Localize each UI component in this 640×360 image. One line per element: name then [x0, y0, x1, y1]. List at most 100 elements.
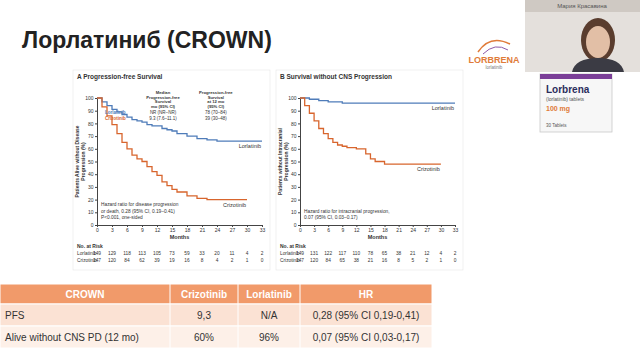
annotation: 0.07 (95% CI, 0.03–0.17): [304, 215, 358, 220]
x-tick-label: 33: [453, 227, 459, 233]
annotation: or death, 0.28 (95% CI, 0.19–0.41): [101, 209, 175, 214]
y-tick-label: 70: [88, 133, 94, 139]
x-tick-label: 30: [439, 227, 445, 233]
risk-count: 147: [296, 258, 304, 263]
stats-cell: 39 (30–48): [205, 116, 227, 121]
y-tick-mark: [95, 200, 97, 201]
x-tick: 27: [230, 225, 236, 233]
x-tick: 6: [327, 225, 330, 233]
table-divider: [170, 284, 171, 348]
x-tick-label: 30: [245, 227, 251, 233]
curve-label: Crizotinib: [417, 166, 440, 172]
y-tick-label: 10: [291, 209, 297, 215]
y-tick-mark: [95, 212, 97, 213]
x-tick: 15: [368, 225, 374, 233]
x-tick-label: 0: [96, 227, 99, 233]
risk-title: No. at Risk: [280, 243, 306, 249]
risk-count: 65: [340, 258, 346, 263]
y-tick-mark: [95, 111, 97, 112]
x-tick-label: 0: [299, 227, 302, 233]
curve-label: Crizotinib: [223, 202, 246, 208]
y-tick-mark: [298, 162, 300, 163]
x-tick-label: 24: [410, 227, 416, 233]
risk-count: 129: [108, 251, 116, 256]
x-tick-label: 12: [354, 227, 360, 233]
x-tick-label: 21: [396, 227, 402, 233]
y-tick-mark: [298, 225, 300, 226]
y-tick-mark: [95, 225, 97, 226]
km-curve: [300, 98, 455, 103]
y-tick-mark: [298, 212, 300, 213]
curve-label: Lorlatinib: [432, 105, 454, 111]
y-tick-label: 40: [291, 171, 297, 177]
risk-title: No. at Risk: [77, 243, 103, 249]
x-tick: 18: [382, 225, 388, 233]
table-header-bg: [0, 284, 432, 304]
logo-swirl: [478, 40, 510, 52]
package-text: (lorlatinib) tablets: [546, 96, 585, 102]
y-tick-mark: [298, 200, 300, 201]
x-tick: 24: [410, 225, 416, 233]
y-axis: 0102030405060708090100: [85, 95, 97, 228]
risk-count: 110: [353, 251, 361, 256]
risk-count: 122: [324, 251, 332, 256]
stats-header: (95% CI): [208, 104, 225, 109]
y-tick-mark: [95, 174, 97, 175]
x-tick: 0: [299, 225, 302, 233]
table-header-cell: Lorlatinib: [246, 289, 292, 300]
x-tick: 24: [215, 225, 221, 233]
y-tick-label: 30: [88, 184, 94, 190]
table-divider: [300, 284, 301, 348]
risk-count: 21: [368, 258, 374, 263]
risk-count: 16: [382, 258, 388, 263]
y-tick: 10: [88, 209, 97, 215]
x-tick: 18: [185, 225, 191, 233]
y-tick-mark: [95, 149, 97, 150]
y-tick-label: 50: [88, 159, 94, 165]
y-tick-mark: [298, 174, 300, 175]
risk-count: 2: [425, 258, 428, 263]
stats-row-label: Crizotinib: [105, 116, 126, 121]
x-axis-line: [98, 226, 263, 228]
y-tick: 40: [88, 171, 97, 177]
stats-cell: 9.3 (7.6–11.1): [149, 116, 177, 121]
x-tick-label: 6: [327, 227, 330, 233]
y-tick: 10: [291, 209, 300, 215]
logo-text: LORBRENA: [469, 55, 520, 65]
risk-count: 84: [124, 258, 130, 263]
risk-count: 113: [138, 251, 146, 256]
x-tick-label: 15: [368, 227, 374, 233]
risk-count: 120: [310, 258, 318, 263]
x-tick: 12: [354, 225, 360, 233]
risk-count: 2: [231, 258, 234, 263]
background: [0, 0, 640, 360]
y-tick-label: 40: [88, 171, 94, 177]
risk-count: 4: [216, 258, 219, 263]
y-tick-mark: [95, 187, 97, 188]
y-tick-mark: [95, 136, 97, 137]
package-text: 100 mg: [546, 105, 570, 113]
y-tick: 30: [291, 184, 300, 190]
risk-count: 12: [424, 251, 430, 256]
risk-count: 2: [454, 251, 457, 256]
y-tick-mark: [298, 187, 300, 188]
y-tick-mark: [95, 123, 97, 124]
y-tick-label: 90: [291, 108, 297, 114]
km-curve: [97, 98, 247, 200]
risk-count: 62: [139, 258, 145, 263]
x-tick: 21: [200, 225, 206, 233]
x-tick: 30: [245, 225, 251, 233]
x-tick-label: 18: [382, 227, 388, 233]
x-tick: 33: [453, 225, 459, 233]
x-tick-label: 12: [155, 227, 161, 233]
stats-cell: NR (NR–NR): [150, 110, 177, 115]
y-tick: 50: [88, 159, 97, 165]
y-tick-mark: [298, 98, 300, 99]
table-header-cell: CROWN: [66, 289, 105, 300]
x-tick-label: 24: [215, 227, 221, 233]
y-tick: 90: [291, 108, 300, 114]
table-header-cell: Crizotinib: [181, 289, 227, 300]
table-cell: 9,3: [197, 310, 211, 321]
km-curve: [300, 98, 441, 164]
panel-frame: [276, 70, 463, 270]
